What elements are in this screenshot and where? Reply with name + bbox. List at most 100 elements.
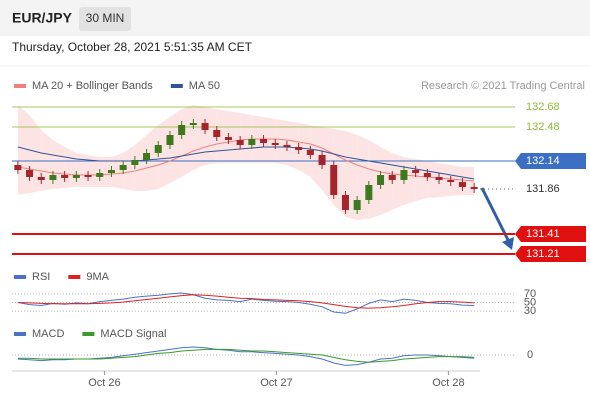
candle-body [84,175,92,177]
y-tick-label: 0 [527,349,533,361]
bollinger-band [193,105,206,170]
candle-body [96,173,104,177]
bollinger-band [216,109,229,163]
bollinger-band [76,153,89,187]
series-line [17,294,475,309]
bollinger-band [415,159,428,201]
bollinger-band [275,119,287,165]
candle-body [107,170,115,173]
candle-body [201,123,209,130]
bollinger-band [392,153,404,210]
candle-body [166,135,174,145]
candle-body [318,155,326,165]
bollinger-band [263,117,276,163]
bollinger-band [298,123,311,177]
candle-body [131,160,139,165]
y-tick-label: 50 [524,296,536,308]
bollinger-band [240,113,252,163]
bollinger-band [286,121,299,170]
bollinger-band [146,125,159,191]
legend-swatch [68,275,81,279]
legend-label: RSI [32,271,50,283]
candle-body [248,139,256,145]
legend-swatch [170,84,183,88]
bollinger-band [403,157,416,205]
legend-label: MA 50 [189,80,220,92]
candle-body [154,145,162,153]
bollinger-band [450,165,463,196]
bollinger-band [205,107,217,165]
bollinger-band [169,109,182,183]
legend-label: MACD [32,328,64,340]
legend-swatch [14,84,26,88]
bollinger-band [52,140,65,189]
candle-body [260,139,268,143]
candle-body [49,175,57,180]
level-box [515,226,586,242]
candle-body [61,175,69,178]
forecast-arrow [480,187,510,241]
symbol: EUR/JPY [12,10,73,26]
level-box [515,153,586,169]
candle-body [26,170,34,177]
series-line [17,138,475,182]
candle-body [470,187,478,189]
candle-body [37,177,45,180]
candle-body [341,195,349,210]
series-line [17,292,475,314]
candle-body [283,145,291,147]
y-tick-label: 30 [524,305,536,317]
candle-body [295,147,303,150]
source: Research © 2021 Trading Central [421,80,585,92]
series-line [17,348,475,363]
candle-body [330,165,338,195]
candle-body [412,170,420,173]
candle-body [365,185,373,200]
legend-label: MA 20 + Bollinger Bands [32,80,153,92]
legend-label: MACD Signal [100,328,166,340]
series-line [17,146,475,180]
legend-swatch [14,332,26,336]
bollinger-band [310,125,323,190]
level-label: 131.41 [526,228,560,240]
y-tick-label: 70 [524,288,536,300]
candle-body [447,180,455,182]
legend-label: 9MA [86,271,109,283]
candle-body [458,182,466,187]
timeframe: 30 MIN [86,11,125,25]
candle-body [271,143,279,145]
candle-body [388,175,396,180]
candle-body [236,140,244,145]
level-label: 132.14 [526,155,560,167]
candle-body [377,175,385,185]
candle-body [353,200,361,210]
bollinger-band [111,153,124,189]
candle-body [119,165,127,170]
candle-body [189,123,197,125]
level-box [515,246,586,262]
bollinger-band [134,135,147,191]
bollinger-band [181,105,194,177]
forecast-arrowhead [502,237,514,250]
bollinger-band [64,147,77,188]
candle-body [435,177,443,180]
datetime: Thursday, October 28, 2021 5:51:35 AM CE… [12,40,253,54]
legend-swatch [82,332,95,336]
legend-swatch [14,275,26,279]
bollinger-band [123,145,135,191]
x-tick-label: Oct 27 [260,377,292,389]
candle-body [14,165,22,170]
level-label: 132.68 [526,101,560,113]
level-label: 132.48 [526,121,560,133]
bollinger-band [427,161,440,198]
candle-body [178,125,186,135]
candle-body [72,175,80,178]
bollinger-band [99,157,112,187]
x-tick-label: Oct 26 [88,377,120,389]
candle-body [224,137,232,140]
candle-body [400,170,408,180]
bollinger-band [88,155,100,187]
timeframe-button[interactable] [79,7,131,31]
